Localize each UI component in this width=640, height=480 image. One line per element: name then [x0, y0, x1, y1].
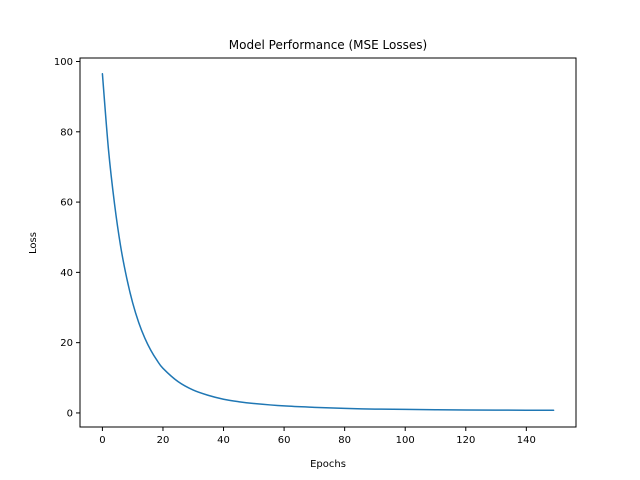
- x-tick-label: 60: [278, 435, 291, 446]
- series-layer: [101, 73, 555, 412]
- y-axis-label: Loss: [28, 232, 39, 254]
- chart-title: Model Performance (MSE Losses): [229, 38, 427, 52]
- y-tick-label: 100: [54, 57, 73, 68]
- x-tick-label: 40: [217, 435, 230, 446]
- y-axis: 0 20 40 60 80 100: [54, 57, 80, 419]
- y-tick-label: 80: [60, 127, 73, 138]
- plot-area: [80, 58, 576, 427]
- x-axis-label: Epochs: [310, 459, 346, 470]
- y-tick-label: 60: [60, 198, 73, 209]
- x-tick-label: 20: [157, 435, 170, 446]
- x-axis: 0 20 40 60 80 100 120 140: [99, 427, 536, 446]
- y-tick-label: 20: [60, 338, 73, 349]
- y-tick-label: 40: [60, 268, 73, 279]
- series-line-0: [101, 73, 555, 412]
- x-tick-label: 100: [396, 435, 415, 446]
- plot-background: [80, 58, 576, 427]
- x-tick-label: 80: [338, 435, 351, 446]
- y-tick-label: 0: [67, 408, 73, 419]
- plot-frame: [79, 57, 577, 428]
- x-tick-label: 140: [517, 435, 536, 446]
- x-tick-label: 0: [99, 435, 105, 446]
- x-tick-label: 120: [456, 435, 475, 446]
